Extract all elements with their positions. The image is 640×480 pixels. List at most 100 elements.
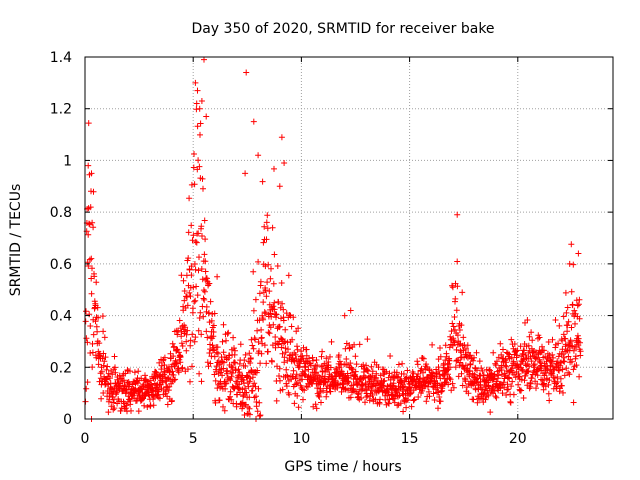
data-point — [219, 372, 226, 379]
data-point — [191, 298, 198, 305]
data-point — [100, 328, 107, 335]
data-point — [408, 403, 415, 410]
data-point — [261, 309, 268, 316]
data-point — [474, 399, 481, 406]
data-point — [161, 354, 168, 361]
data-point — [195, 327, 202, 334]
data-point — [454, 258, 461, 265]
data-point — [423, 361, 430, 368]
data-point — [341, 312, 348, 319]
data-point — [525, 342, 532, 349]
data-point — [261, 342, 268, 349]
data-point — [257, 360, 264, 367]
data-point — [197, 131, 203, 138]
data-point — [198, 98, 205, 104]
data-point — [352, 368, 359, 375]
data-point — [521, 347, 528, 354]
data-point — [175, 349, 182, 356]
data-point — [524, 368, 530, 375]
data-point — [447, 376, 454, 383]
data-point — [204, 359, 211, 366]
data-point — [529, 337, 536, 344]
data-point — [256, 348, 262, 355]
data-point — [347, 394, 354, 401]
x-axis-label: GPS time / hours — [284, 459, 401, 475]
data-point — [568, 342, 574, 349]
data-point — [549, 351, 556, 358]
data-point — [174, 346, 181, 353]
data-point — [570, 366, 577, 373]
data-point — [400, 408, 407, 415]
data-point — [124, 367, 131, 373]
data-point — [356, 341, 363, 348]
data-point — [526, 333, 533, 340]
data-point — [415, 371, 422, 377]
data-point — [293, 371, 300, 378]
data-point — [449, 342, 456, 349]
data-point — [187, 342, 194, 349]
data-point — [449, 380, 456, 387]
data-point — [470, 396, 477, 403]
data-point — [506, 375, 513, 382]
data-point — [429, 341, 436, 348]
data-point — [445, 381, 452, 388]
data-point — [460, 334, 467, 341]
data-point — [327, 364, 334, 371]
data-point — [345, 379, 352, 385]
data-point — [485, 392, 492, 399]
data-point — [90, 331, 97, 338]
data-point — [201, 217, 208, 224]
data-point — [479, 368, 486, 374]
data-point — [179, 343, 186, 349]
data-point — [283, 383, 290, 390]
data-point — [471, 371, 478, 378]
data-point — [256, 317, 263, 324]
data-point — [312, 401, 319, 408]
data-point — [101, 358, 108, 365]
data-point — [204, 334, 211, 341]
data-point — [210, 347, 216, 354]
data-point — [431, 397, 438, 403]
data-point — [546, 397, 553, 404]
data-point — [171, 377, 178, 383]
data-point — [577, 348, 584, 355]
data-point — [388, 391, 395, 398]
data-point — [242, 351, 249, 358]
data-point — [428, 369, 435, 376]
data-point — [568, 288, 575, 295]
data-point — [569, 301, 576, 308]
data-point — [513, 348, 520, 355]
data-point — [358, 395, 365, 401]
data-point — [559, 366, 566, 373]
data-point — [508, 336, 515, 343]
data-point — [344, 370, 351, 377]
data-point — [463, 384, 470, 391]
data-point — [164, 393, 171, 400]
data-point — [286, 391, 293, 398]
x-tick-label: 10 — [292, 431, 310, 447]
data-point — [470, 357, 477, 364]
data-point — [191, 181, 198, 188]
data-point — [387, 353, 394, 359]
data-point — [196, 163, 203, 170]
data-point — [189, 331, 196, 338]
data-point — [117, 407, 124, 414]
data-point — [473, 349, 480, 356]
data-point — [568, 324, 575, 331]
data-point — [260, 239, 267, 246]
data-point — [308, 362, 314, 369]
data-point — [362, 399, 368, 406]
data-point — [437, 353, 444, 360]
data-point — [90, 188, 97, 195]
data-point — [347, 307, 354, 314]
data-point — [390, 380, 397, 387]
data-point — [193, 100, 200, 107]
data-point — [269, 224, 276, 231]
data-point — [299, 376, 306, 383]
data-point — [285, 346, 291, 353]
data-point — [554, 358, 561, 365]
data-point — [94, 304, 101, 311]
data-point — [214, 344, 221, 351]
data-point — [104, 363, 111, 370]
data-point — [296, 363, 303, 370]
